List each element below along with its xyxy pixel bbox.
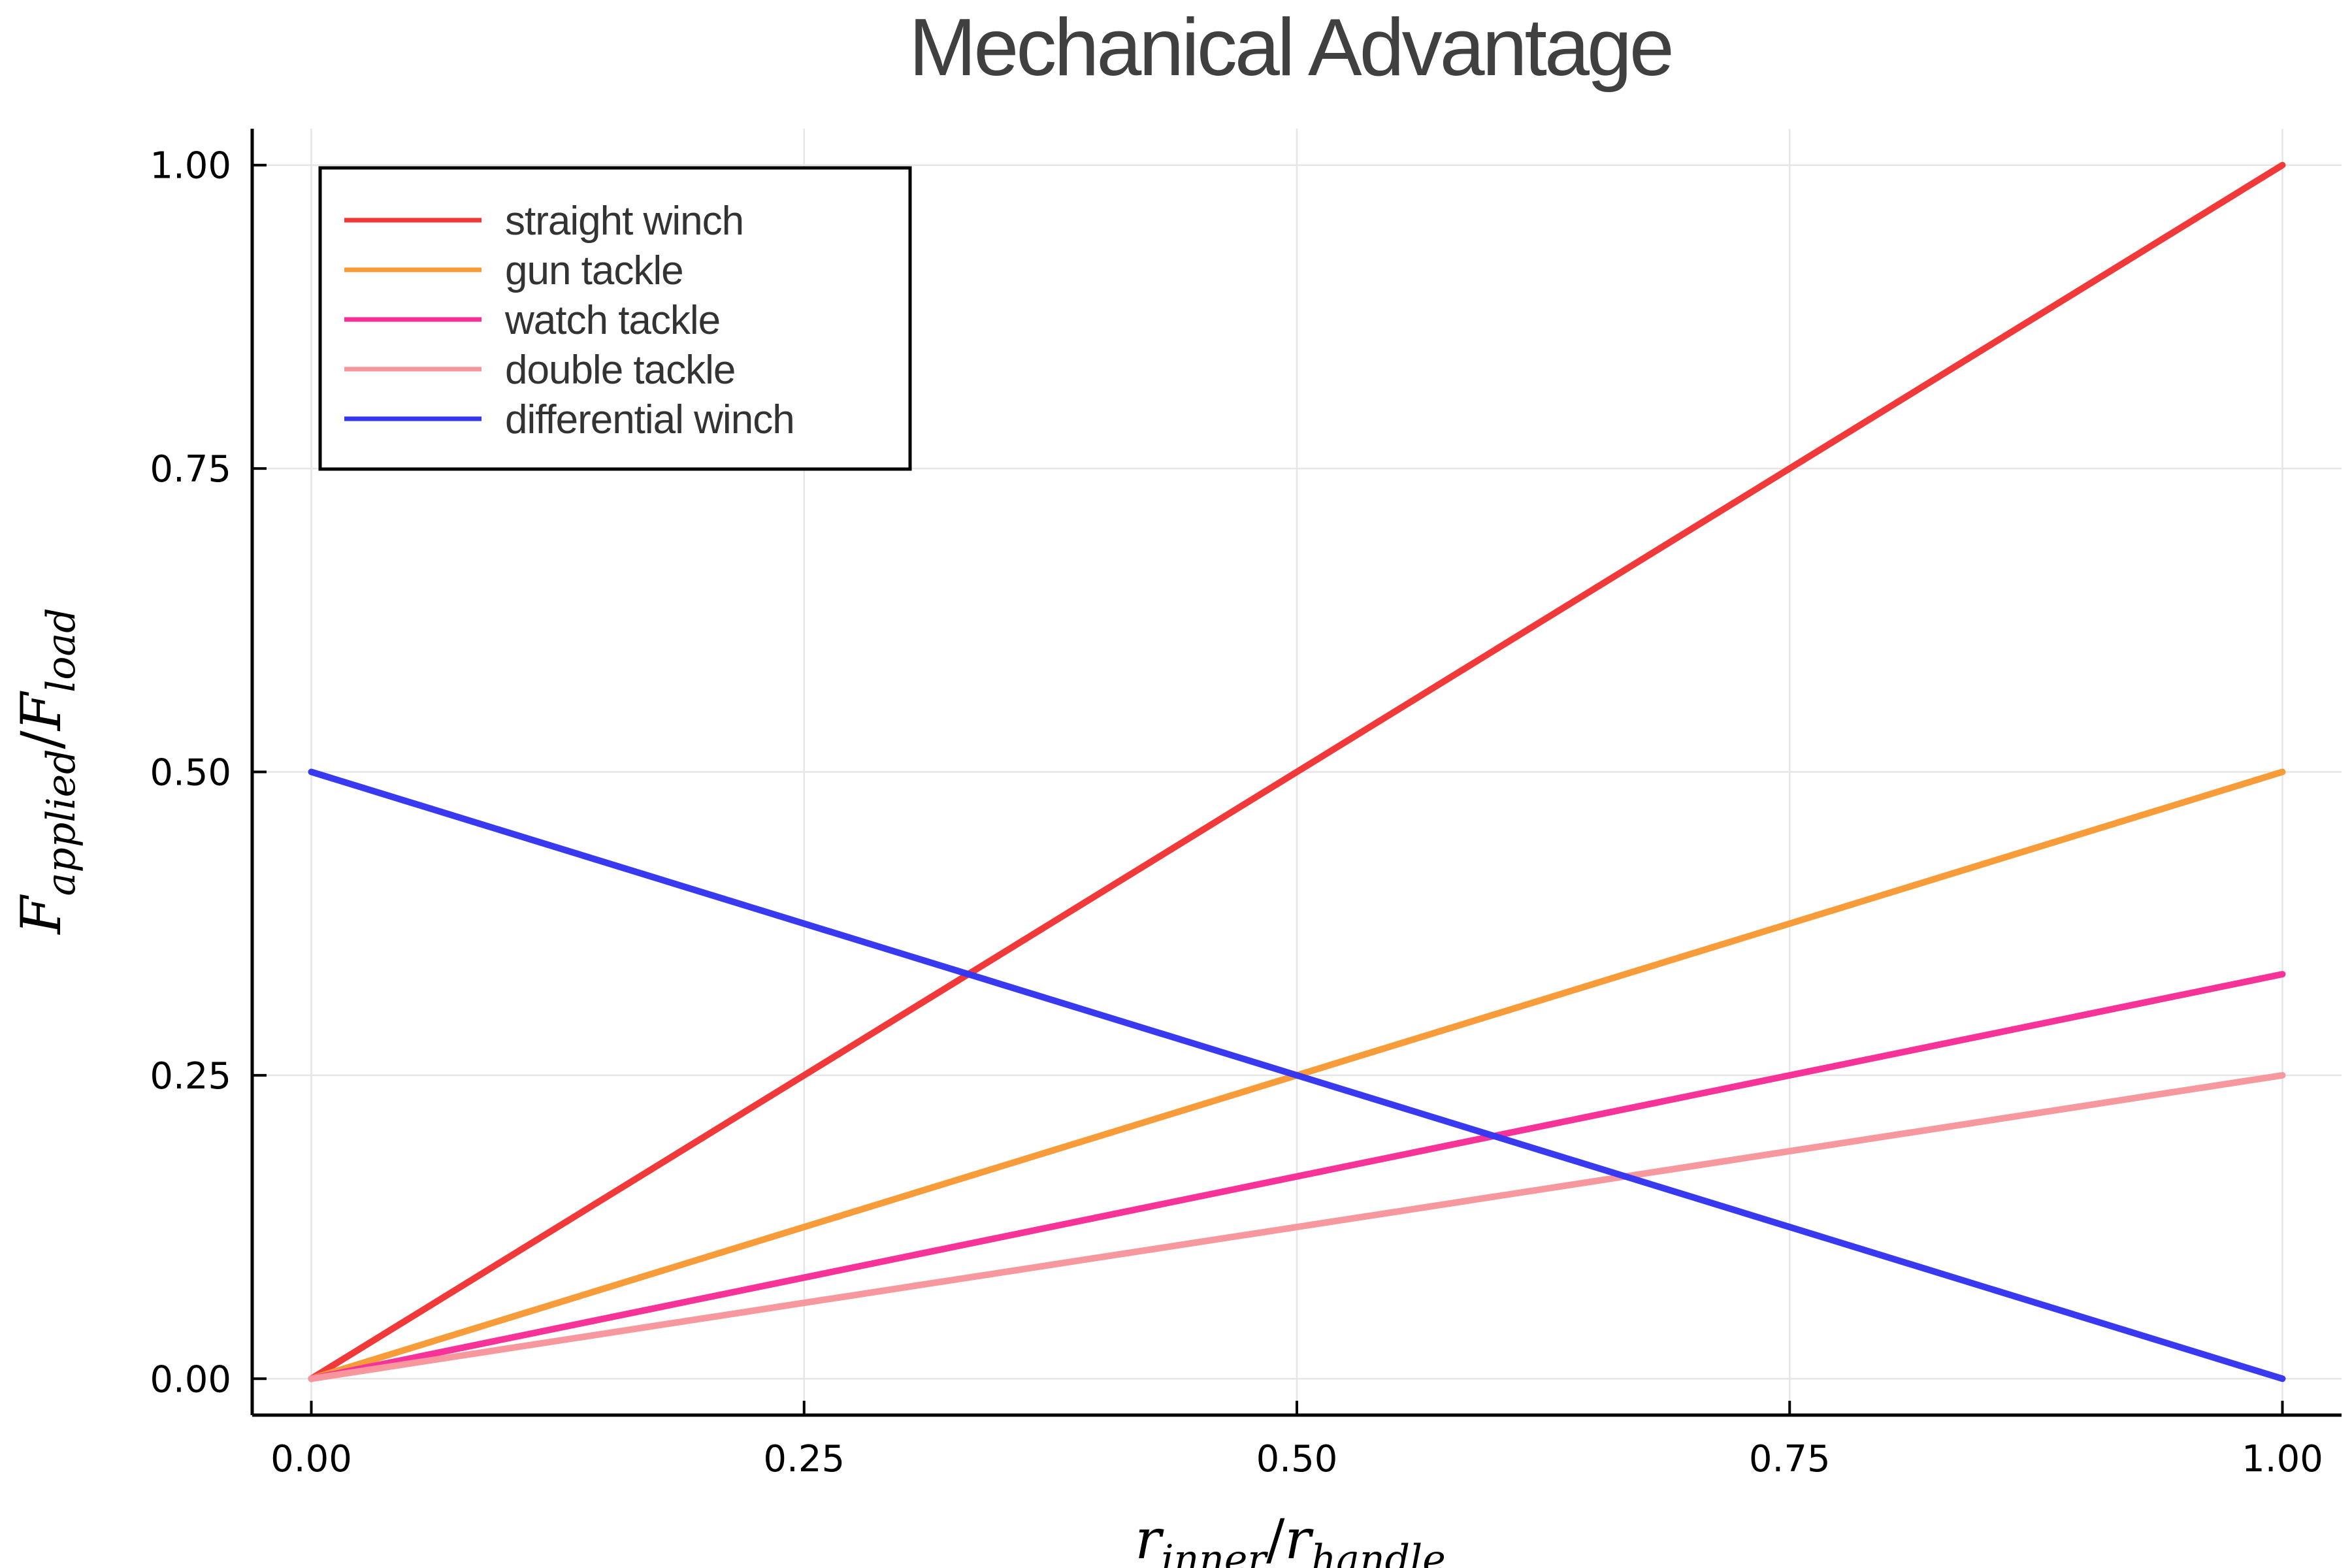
x-tick-label-2: 0.50: [1256, 1438, 1338, 1480]
y-label-main: F: [9, 894, 73, 936]
y-label-sub1: applied: [39, 749, 84, 896]
x-label-sub1: inner: [1161, 1537, 1268, 1568]
series-lines: [308, 161, 2286, 1382]
x-label-main2: r: [1284, 1507, 1314, 1568]
y-tick-label-0: 0.00: [150, 1358, 231, 1401]
x-tick-label-0: 0.00: [270, 1438, 352, 1480]
series-line-0: [308, 161, 2286, 1382]
x-label-sub2: handle: [1311, 1537, 1446, 1568]
legend-label-1: gun tackle: [505, 248, 683, 293]
chart-title: Mechanical Advantage: [909, 3, 1672, 93]
legend-label-3: double tackle: [505, 348, 735, 393]
legend-label-0: straight winch: [505, 199, 743, 244]
y-tick-label-4: 1.00: [150, 145, 231, 188]
legend-label-4: differential winch: [505, 397, 794, 442]
x-label-sep: /: [1266, 1507, 1285, 1568]
y-tick-label-2: 0.50: [150, 752, 231, 794]
y-axis-label: Fapplied/Fload: [9, 608, 84, 935]
series-line-3: [308, 1071, 2286, 1382]
y-label-main2: F: [9, 691, 73, 732]
legend-label-2: watch tackle: [504, 298, 720, 343]
x-tick-label-3: 0.75: [1749, 1438, 1831, 1480]
x-axis-label: rinner/rhandle: [1135, 1507, 1445, 1568]
tick-labels: 0.00 0.25 0.50 0.75 1.00 0.00 0.25 0.50 0.75 1.00: [150, 145, 2323, 1480]
y-tick-label-3: 0.75: [150, 448, 231, 491]
x-label-main: r: [1135, 1507, 1164, 1568]
y-tick-label-1: 0.25: [150, 1055, 231, 1098]
y-label-sub2: load: [39, 608, 84, 693]
series-line-2: [308, 971, 2286, 1382]
x-tick-label-1: 0.25: [763, 1438, 845, 1480]
axes: [250, 129, 2342, 1417]
series-line-4: [308, 768, 2286, 1382]
x-tick-label-4: 1.00: [2242, 1438, 2323, 1480]
y-label-sep: /: [9, 730, 73, 749]
